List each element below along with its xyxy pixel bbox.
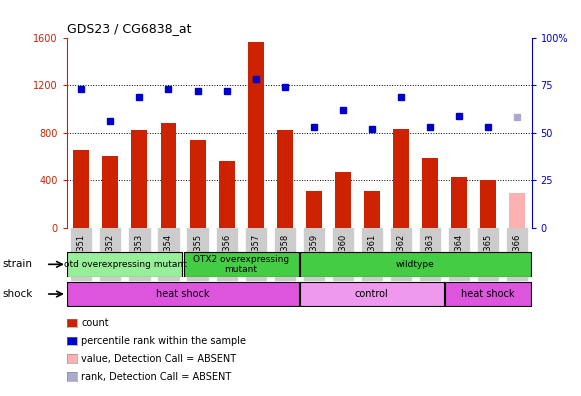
Text: otd overexpressing mutant: otd overexpressing mutant — [63, 260, 187, 269]
Bar — [422, 158, 438, 228]
Text: percentile rank within the sample: percentile rank within the sample — [81, 336, 246, 346]
Text: control: control — [355, 289, 389, 299]
Bar — [480, 180, 496, 228]
Text: OTX2 overexpressing
mutant: OTX2 overexpressing mutant — [193, 255, 289, 274]
Text: count: count — [81, 318, 109, 328]
Bar — [335, 172, 351, 228]
Text: GDS23 / CG6838_at: GDS23 / CG6838_at — [67, 22, 191, 35]
Bar — [189, 140, 206, 228]
Bar — [445, 282, 531, 307]
Bar — [102, 156, 119, 228]
Bar — [451, 177, 467, 228]
Bar — [364, 191, 380, 228]
Bar — [306, 191, 322, 228]
Bar — [300, 252, 531, 277]
Text: value, Detection Call = ABSENT: value, Detection Call = ABSENT — [81, 354, 236, 364]
Text: rank, Detection Call = ABSENT: rank, Detection Call = ABSENT — [81, 371, 232, 382]
Bar — [218, 161, 235, 228]
Bar — [67, 252, 182, 277]
Text: shock: shock — [3, 289, 33, 299]
Bar — [248, 42, 264, 228]
Text: heat shock: heat shock — [156, 289, 210, 299]
Text: heat shock: heat shock — [461, 289, 515, 299]
Bar — [393, 129, 409, 228]
Text: strain: strain — [3, 259, 33, 269]
Text: wildtype: wildtype — [396, 260, 435, 269]
Bar — [67, 282, 299, 307]
Bar — [131, 130, 148, 228]
Bar — [277, 130, 293, 228]
Bar — [160, 123, 177, 228]
Bar — [73, 150, 89, 228]
Bar — [300, 282, 444, 307]
Bar — [509, 193, 525, 228]
Bar — [184, 252, 299, 277]
